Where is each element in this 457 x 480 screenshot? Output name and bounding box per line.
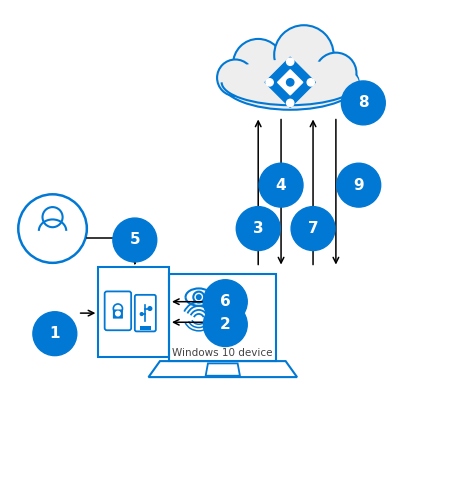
Circle shape (233, 39, 283, 89)
Text: 1: 1 (50, 326, 60, 341)
Circle shape (148, 307, 152, 311)
Circle shape (116, 312, 120, 316)
Polygon shape (277, 70, 303, 95)
Circle shape (315, 53, 356, 94)
Text: Windows 10 device: Windows 10 device (172, 348, 273, 359)
Circle shape (217, 60, 254, 96)
Text: 8: 8 (358, 96, 369, 110)
Polygon shape (265, 57, 315, 108)
Ellipse shape (222, 60, 359, 105)
Circle shape (259, 163, 303, 207)
Circle shape (287, 99, 294, 107)
Circle shape (203, 280, 247, 324)
Text: 5: 5 (129, 232, 140, 248)
FancyBboxPatch shape (169, 274, 276, 361)
Ellipse shape (222, 55, 359, 110)
Circle shape (197, 295, 201, 300)
Circle shape (203, 302, 247, 347)
Circle shape (140, 312, 143, 315)
Circle shape (266, 79, 273, 86)
Circle shape (291, 206, 335, 251)
Circle shape (287, 79, 294, 86)
Circle shape (113, 218, 157, 262)
Text: 4: 4 (276, 178, 287, 192)
FancyBboxPatch shape (113, 310, 123, 319)
Text: 3: 3 (253, 221, 264, 236)
FancyBboxPatch shape (140, 326, 151, 331)
Text: 7: 7 (308, 221, 319, 236)
Circle shape (337, 163, 381, 207)
Circle shape (33, 312, 77, 356)
Circle shape (236, 206, 280, 251)
Circle shape (307, 79, 314, 86)
Text: 2: 2 (220, 317, 231, 332)
Text: 6: 6 (220, 294, 231, 309)
Text: 9: 9 (353, 178, 364, 192)
Circle shape (341, 81, 385, 125)
Circle shape (287, 58, 294, 65)
Circle shape (274, 25, 334, 84)
